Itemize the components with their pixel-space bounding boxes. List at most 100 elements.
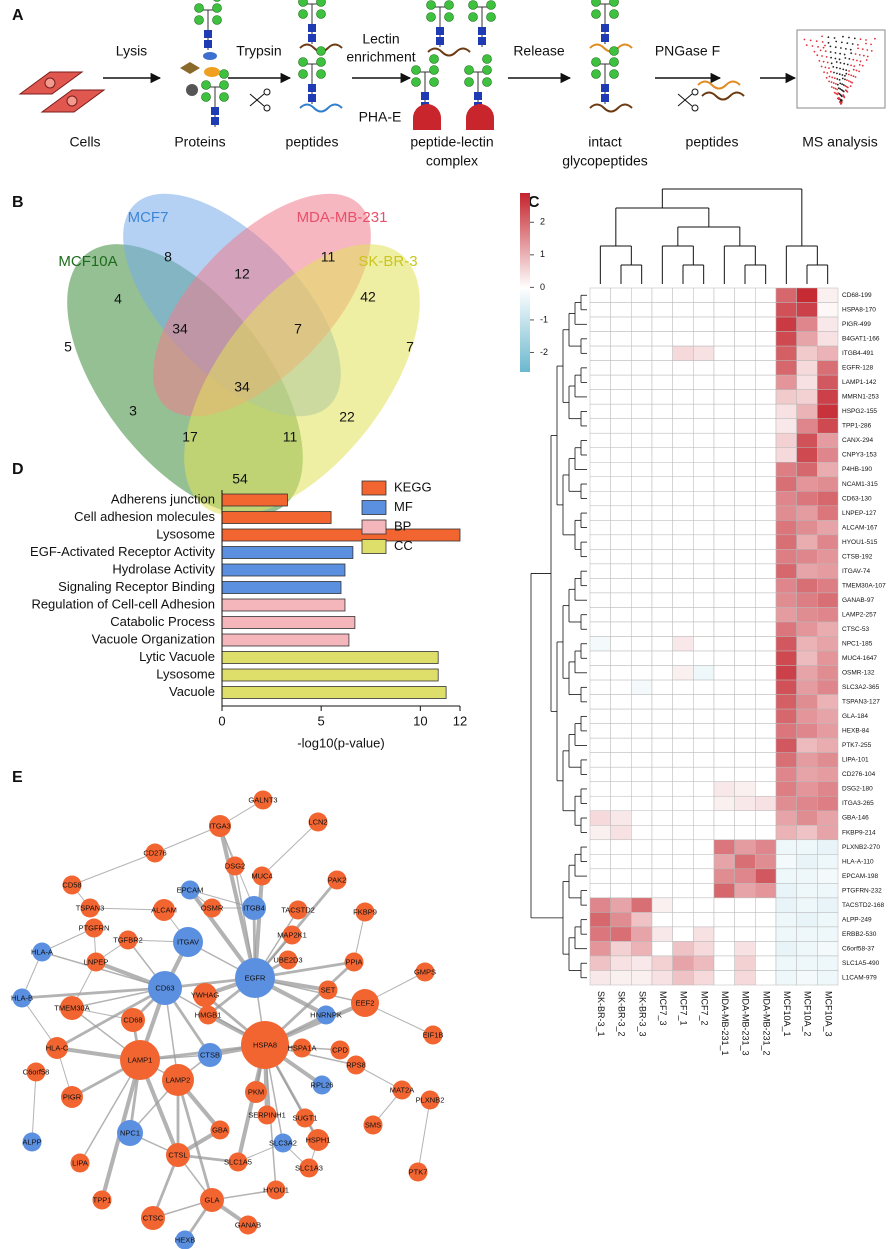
heatmap-cell bbox=[631, 970, 653, 986]
ms-dot bbox=[834, 87, 837, 90]
heatmap-cell bbox=[734, 839, 756, 855]
step-label: peptides bbox=[686, 134, 739, 150]
heatmap-cell bbox=[796, 592, 818, 608]
ms-dot bbox=[859, 38, 862, 41]
heatmap-cell bbox=[672, 432, 694, 448]
network-node bbox=[363, 1115, 383, 1135]
heatmap-cell bbox=[775, 563, 797, 579]
heatmap-cell bbox=[651, 520, 673, 536]
ms-dot bbox=[841, 74, 844, 76]
heatmap-cell bbox=[755, 926, 777, 942]
heatmap-cell bbox=[734, 941, 756, 957]
network-node-label: FKBP9 bbox=[353, 907, 377, 916]
network-node-label: TPP1 bbox=[93, 1195, 112, 1204]
ms-dot bbox=[839, 67, 841, 70]
heatmap-cell bbox=[713, 970, 735, 986]
heatmap-row-label: PTK7-255 bbox=[842, 742, 872, 749]
network-node-label: SLC1A5 bbox=[224, 1157, 252, 1166]
heatmap-cell bbox=[755, 970, 777, 986]
heatmap-cell bbox=[817, 462, 839, 478]
heatmap-cell bbox=[589, 418, 611, 434]
heatmap-cell bbox=[651, 462, 673, 478]
ms-dot bbox=[858, 70, 860, 73]
heatmap-cell bbox=[817, 694, 839, 710]
ms-dot bbox=[844, 78, 846, 81]
heatmap-cell bbox=[796, 360, 818, 376]
heatmap-cell bbox=[631, 287, 653, 303]
heatmap-cell bbox=[796, 926, 818, 942]
glycan-circle bbox=[316, 57, 326, 67]
heatmap-cell bbox=[589, 360, 611, 376]
ms-dot bbox=[835, 61, 838, 63]
heatmap-cell bbox=[693, 636, 715, 652]
heatmap-cell bbox=[693, 520, 715, 536]
arrow-label: Lectin bbox=[362, 31, 399, 47]
ms-dot bbox=[829, 51, 832, 53]
heatmap-cell bbox=[693, 665, 715, 681]
heatmap-cell bbox=[672, 374, 694, 390]
heatmap-cell bbox=[589, 839, 611, 855]
heatmap-cell bbox=[693, 868, 715, 884]
heatmap-cell bbox=[651, 491, 673, 507]
ms-dot bbox=[834, 57, 837, 60]
heatmap-cell bbox=[631, 403, 653, 419]
heatmap-cell bbox=[589, 883, 611, 899]
heatmap-col-label: MCF7_1 bbox=[679, 991, 689, 1026]
heatmap-cell bbox=[693, 331, 715, 347]
heatmap-cell bbox=[631, 694, 653, 710]
heatmap-cell bbox=[610, 897, 632, 913]
heatmap-cell bbox=[817, 563, 839, 579]
heatmap-cell bbox=[693, 287, 715, 303]
network-node-label: ALCAM bbox=[151, 905, 177, 914]
ms-dot bbox=[823, 71, 825, 74]
heatmap-cell bbox=[651, 854, 673, 870]
ms-dot bbox=[855, 69, 858, 72]
heatmap-cell bbox=[734, 432, 756, 448]
heatmap-cell bbox=[610, 766, 632, 782]
heatmap-cell bbox=[817, 868, 839, 884]
heatmap-row-label: CD68-199 bbox=[842, 292, 872, 299]
ms-dot bbox=[828, 75, 831, 78]
network-node-label: SMS bbox=[365, 1120, 381, 1129]
glycan-circle bbox=[298, 9, 308, 19]
heatmap-cell bbox=[610, 694, 632, 710]
ms-dot bbox=[835, 92, 838, 95]
heatmap-cell bbox=[796, 825, 818, 841]
heatmap-cell bbox=[775, 854, 797, 870]
heatmap-cell bbox=[817, 360, 839, 376]
heatmap-cell bbox=[713, 810, 735, 826]
heatmap-cell bbox=[589, 679, 611, 695]
heatmap-cell bbox=[589, 520, 611, 536]
ms-dot bbox=[838, 73, 841, 76]
ms-dot bbox=[856, 59, 858, 62]
heatmap-cell bbox=[693, 491, 715, 507]
network-node-label: HSPA1A bbox=[287, 1043, 316, 1052]
network-node bbox=[120, 1040, 160, 1080]
network-node-label: ITGA3 bbox=[209, 821, 231, 830]
heatmap-row-label: PIGR-499 bbox=[842, 321, 871, 328]
bar-label: Catabolic Process bbox=[110, 614, 215, 629]
heatmap-cell bbox=[631, 476, 653, 492]
heatmap-cell bbox=[713, 839, 735, 855]
bar bbox=[221, 581, 342, 594]
heatmap-cell bbox=[734, 592, 756, 608]
heatmap-cell bbox=[651, 868, 673, 884]
network-edge bbox=[41, 927, 95, 953]
heatmap-cell bbox=[713, 462, 735, 478]
network-edge bbox=[261, 821, 319, 877]
heatmap-cell bbox=[631, 897, 653, 913]
heatmap-cell bbox=[610, 403, 632, 419]
heatmap-cell bbox=[631, 389, 653, 405]
network-node-label: TACSTD2 bbox=[281, 905, 315, 914]
ms-dot bbox=[852, 68, 855, 71]
network-node bbox=[200, 1188, 224, 1212]
ms-dot bbox=[851, 81, 854, 84]
heatmap-cell bbox=[713, 520, 735, 536]
heatmap-cell bbox=[755, 491, 777, 507]
heatmap-cell bbox=[775, 708, 797, 724]
heatmap-cell bbox=[734, 447, 756, 463]
heatmap-cell bbox=[755, 621, 777, 637]
glycan-circle bbox=[444, 12, 454, 22]
ms-dot bbox=[826, 61, 829, 64]
ms-dot bbox=[862, 54, 865, 57]
